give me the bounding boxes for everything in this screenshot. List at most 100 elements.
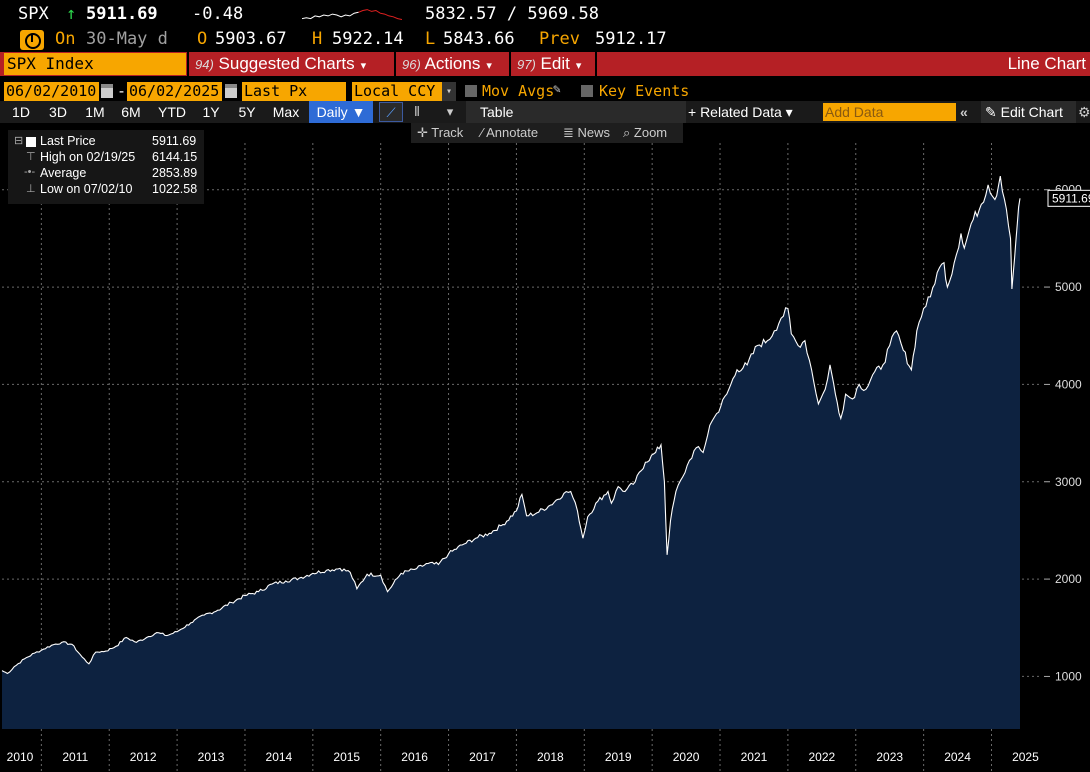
news-icon: ≣ [563,125,578,140]
collapse-icon[interactable]: « [960,104,968,120]
x-tick-label: 2025 [1012,750,1039,764]
period-6m[interactable]: 6M [121,104,141,120]
legend-value: 1022.58 [152,182,198,196]
legend-row-low: ⊥ Low on 07/02/10 1022.58 [8,182,204,198]
legend-row-average: -•- Average 2853.89 [8,166,204,182]
y-tick-label: 5000 [1055,280,1082,294]
dropdown-arrow-icon: ▾ [360,60,367,72]
y-tick-label: 4000 [1055,377,1082,391]
add-data-input[interactable] [823,103,956,121]
suggested-charts-label: Suggested Charts [218,54,355,73]
open-label: O [197,29,208,49]
suggested-charts-menu[interactable]: 94) Suggested Charts ▾ [187,52,394,76]
news-tool[interactable]: ≣ News [563,123,610,143]
news-label: News [577,125,611,140]
chart-style-dropdown-icon[interactable]: ▾ [446,104,454,119]
period-ytd[interactable]: YTD [158,104,186,120]
intraday-sparkline [302,9,402,20]
last-value-box [1047,189,1090,207]
legend-value: 2853.89 [152,166,198,180]
mov-avgs-checkbox[interactable] [465,85,477,97]
track-tool[interactable]: ✛ Track [417,123,463,143]
mov-avgs-label[interactable]: Mov Avgs [482,82,555,100]
sparkline-down-segment [358,9,402,20]
x-tick-label: 2010 [7,750,34,764]
magnifier-icon: ⌕ [623,125,634,140]
period-5y[interactable]: 5Y [238,104,256,120]
last-value-label: 5911.69 [1052,191,1090,205]
legend-name: Low on 07/02/10 [40,182,133,196]
zoom-tool[interactable]: ⌕ Zoom [623,123,667,143]
prev-value: 5912.17 [595,29,667,49]
dropdown-arrow-icon: ▾ [486,60,492,72]
actions-label: Actions [424,54,481,73]
calendar-icon[interactable] [101,84,113,98]
x-tick-label: 2014 [266,750,293,764]
date-settings-bar: 06/02/2010 - 06/02/2025 Last Px Local CC… [0,80,1090,102]
x-tick-label: 2020 [673,750,700,764]
start-date-input[interactable]: 06/02/2010 [4,82,99,101]
frequency-select[interactable]: Daily ▼ [309,101,373,123]
legend-row-last-price[interactable]: ⊟ Last Price 5911.69 [8,134,204,150]
key-events-label[interactable]: Key Events [599,82,690,100]
gear-icon[interactable]: ⚙ [1078,104,1090,120]
legend-name: Average [40,166,87,180]
period-3d[interactable]: 3D [49,104,67,120]
date-separator: - [117,82,127,100]
period-toolbar: 1D 3D 1M 6M YTD 1Y 5Y Max Daily ▼ ⟋ ⫴ ▾ … [0,101,1090,123]
calendar-icon[interactable] [225,84,237,98]
x-tick-label: 2024 [944,750,971,764]
on-label: On [55,29,76,49]
high-marker-icon: ⊤ [26,151,36,163]
end-date-input[interactable]: 06/02/2025 [127,82,222,101]
x-tick-label: 2023 [876,750,903,764]
pencil-icon[interactable]: ✎ [553,82,561,97]
chart-legend: ⊟ Last Price 5911.69 ⊤ High on 02/19/25 … [8,130,204,204]
up-arrow-icon: ↑ [66,4,77,24]
security-input[interactable]: SPX Index [4,53,186,75]
average-marker-icon: -•- [24,166,36,178]
field-select[interactable]: Last Px [242,82,346,101]
dropdown-arrow-icon: ▾ [575,60,582,72]
key-events-checkbox[interactable] [581,85,593,97]
x-tick-label: 2012 [130,750,157,764]
annotate-tool[interactable]: ⁄ Annotate [481,123,538,143]
quote-header: SPX ↑ 5911.69 -0.48 5832.57 / 5969.58 [0,0,1090,28]
open-value: 5903.67 [215,29,287,49]
table-button[interactable]: Table [466,101,686,123]
line-chart-icon[interactable]: ⟋ [379,102,403,122]
series-swatch [26,137,36,147]
market-status-icon [20,30,44,50]
chart-type-label: Line Chart [1007,54,1086,73]
bar-chart-icon[interactable]: ⫴ [414,104,420,119]
x-tick-label: 2022 [808,750,835,764]
edit-chart-button[interactable]: ✎ Edit Chart [981,101,1076,123]
legend-row-high: ⊤ High on 02/19/25 6144.15 [8,150,204,166]
x-axis-band [0,729,1090,772]
x-tick-label: 2017 [469,750,496,764]
annotate-icon: ⁄ [481,125,487,140]
currency-select[interactable]: Local CCY [352,82,442,101]
price-area [2,176,1020,730]
collapse-icon[interactable]: ⊟ [14,135,24,147]
actions-menu[interactable]: 96) Actions ▾ [394,52,509,76]
crosshair-icon: ✛ [417,125,432,140]
price-change: -0.48 [192,4,244,24]
y-tick-label: 2000 [1055,572,1082,586]
period-1m[interactable]: 1M [85,104,105,120]
edit-menu[interactable]: 97) Edit ▾ [509,52,595,76]
period-max[interactable]: Max [272,104,300,120]
high-value: 5922.14 [332,29,404,49]
x-tick-label: 2015 [333,750,360,764]
dropdown-arrow-icon[interactable]: ▾ [442,82,456,101]
chart-tools: ✛ Track ⁄ Annotate ≣ News ⌕ Zoom [411,123,683,143]
subquote-bar: On 30-May d O 5903.67 H 5922.14 L 5843.6… [0,28,1090,52]
low-value: 5843.66 [443,29,515,49]
related-data-button[interactable]: + Related Data ▾ [688,104,793,120]
legend-value: 6144.15 [152,150,198,164]
period-1d[interactable]: 1D [12,104,30,120]
last-price: 5911.69 [86,4,158,24]
price-line [1,175,1021,675]
period-1y[interactable]: 1Y [202,104,220,120]
